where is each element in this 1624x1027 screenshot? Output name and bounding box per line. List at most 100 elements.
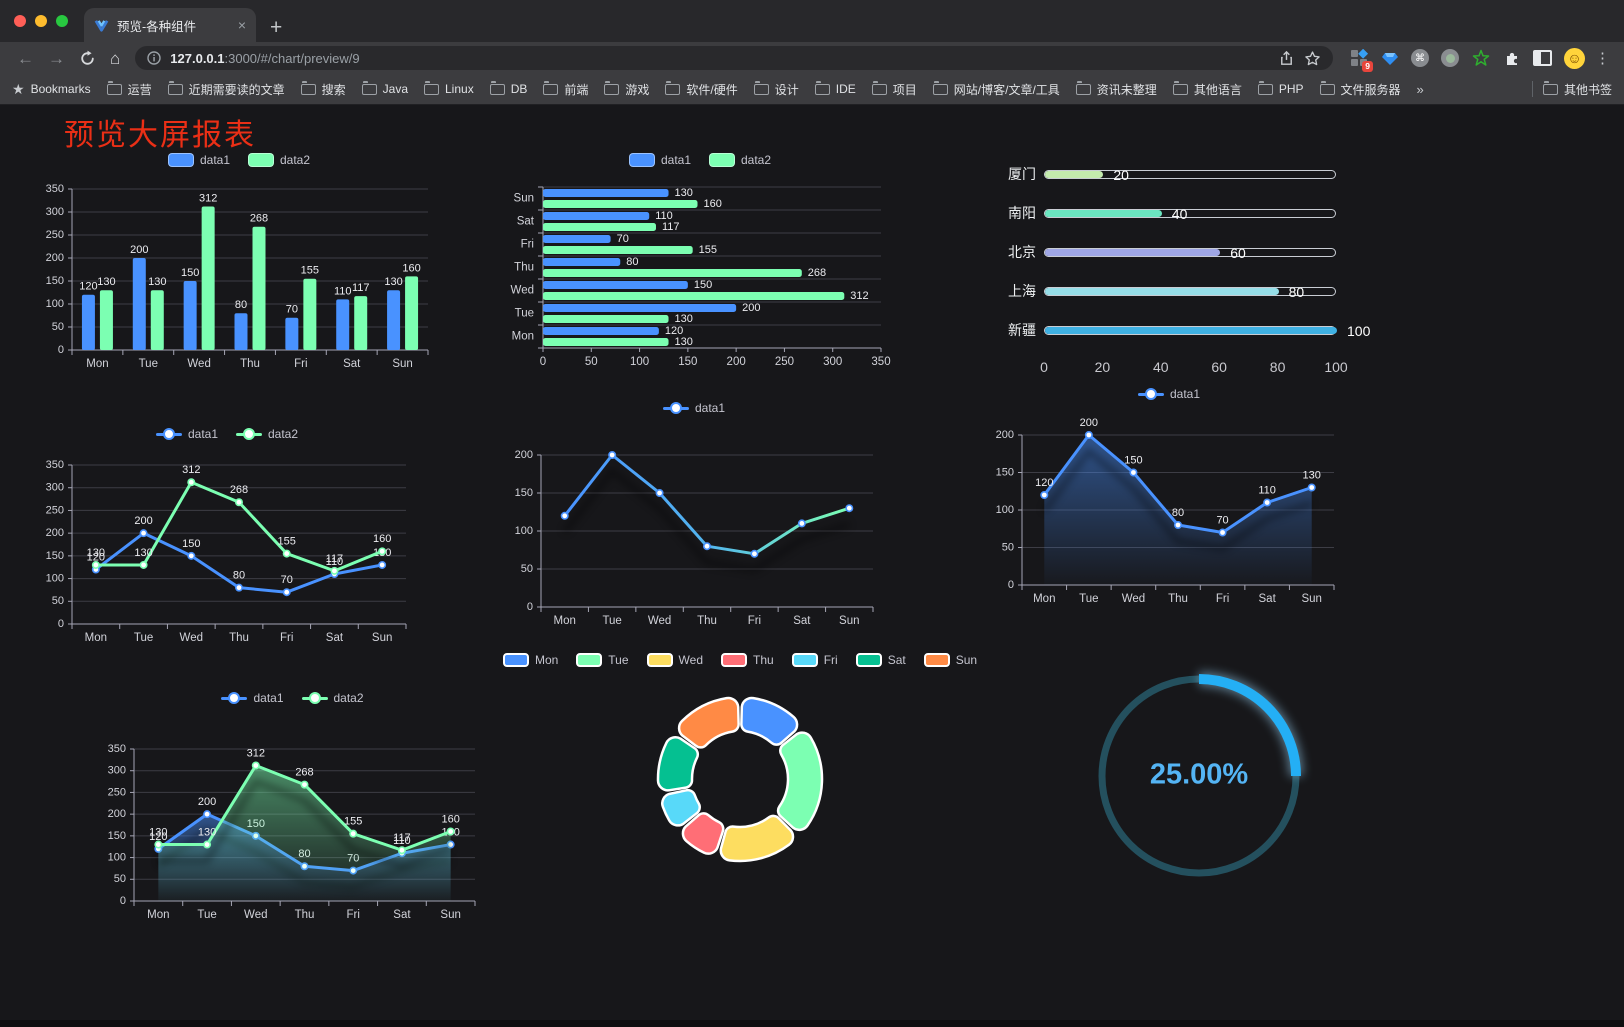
chart-canvas[interactable]: 0 50 100 150 200 250 300 350 Mon Tue Wed Thu Fri Sat S… xyxy=(38,171,440,376)
bookmark-folder[interactable]: 设计 xyxy=(753,80,799,98)
new-tab-button[interactable]: + xyxy=(270,16,283,39)
grouped-bar-chart[interactable]: data1 data2 0 50 100 150 200 250 300 350 Mon Tue Wed… xyxy=(38,149,440,381)
progress-row[interactable]: 南阳 40 xyxy=(992,203,1336,223)
two-series-line-chart[interactable]: data1 data2 0 50 100 150 200 250 300 350 Mon Tue Wed… xyxy=(38,423,416,655)
legend-item[interactable]: Fri xyxy=(791,653,838,667)
maximize-window-button[interactable] xyxy=(56,15,68,27)
share-icon[interactable] xyxy=(1278,50,1295,67)
recorder-extension-icon[interactable] xyxy=(1441,49,1459,67)
puzzle-extensions-icon[interactable] xyxy=(1502,49,1521,68)
bookmark-folder[interactable]: DB xyxy=(489,80,527,96)
legend-item[interactable]: data2 xyxy=(248,153,310,167)
chart-legend[interactable]: data1 data2 xyxy=(38,149,440,171)
gradient-line-chart[interactable]: data1 0 50 100 150 200 Mon Tue Wed Thu Fri Sat Sun xyxy=(505,397,883,634)
browser-menu-icon[interactable]: ⋮ xyxy=(1595,50,1610,67)
green-star-extension-icon[interactable] xyxy=(1471,49,1490,68)
home-icon[interactable]: ⌂ xyxy=(110,48,121,68)
url-bar[interactable]: 127.0.0.1:3000/#/chart/preview/9 xyxy=(135,46,1333,70)
legend-item[interactable]: data1 xyxy=(1137,387,1200,401)
other-bookmarks[interactable]: 其他书签 xyxy=(1542,80,1612,98)
tab-close-icon[interactable]: × xyxy=(237,17,246,33)
legend-item[interactable]: Sun xyxy=(923,653,977,667)
two-series-area-chart[interactable]: data1 data2 0 50 100 150 200 250 300 350 Mon Tue Wed… xyxy=(100,679,485,934)
bookmark-folder[interactable]: 网站/博客/文章/工具 xyxy=(932,80,1060,98)
horizontal-bar-chart[interactable]: data1 data2 0 50 100 150 200 250 300 350 Mon Tue Wed… xyxy=(505,149,895,381)
bookmark-folder[interactable]: 游戏 xyxy=(604,80,649,98)
legend-item[interactable]: data1 xyxy=(221,691,284,705)
minimize-window-button[interactable] xyxy=(35,15,47,27)
legend-item[interactable]: data1 xyxy=(628,153,691,167)
chart-canvas[interactable]: 0 50 100 150 200 250 300 350 Mon Tue Wed Thu Fri Sat S… xyxy=(100,709,485,929)
svg-text:Tue: Tue xyxy=(139,358,158,370)
bookmark-folder[interactable]: 近期需要读的文章 xyxy=(167,80,285,98)
bookmarks-overflow-chevron[interactable]: » xyxy=(1416,81,1424,97)
chart-canvas[interactable] xyxy=(505,671,975,886)
bookmark-folder[interactable]: Linux xyxy=(424,80,474,96)
window-controls[interactable] xyxy=(0,0,84,42)
bookmark-folder[interactable]: 前端 xyxy=(543,80,588,98)
sidebar-toggle-icon[interactable] xyxy=(1533,50,1552,66)
forward-icon[interactable]: → xyxy=(48,48,65,68)
site-info-icon[interactable] xyxy=(147,51,161,65)
legend-item[interactable]: Tue xyxy=(576,653,629,667)
legend-item[interactable]: Mon xyxy=(502,653,558,667)
legend-item[interactable]: data1 xyxy=(662,401,725,415)
folder-icon xyxy=(932,80,948,95)
svg-text:117: 117 xyxy=(662,221,680,233)
bookmark-folder[interactable]: 项目 xyxy=(871,80,917,98)
svg-text:100: 100 xyxy=(46,298,64,310)
gauge-chart[interactable]: 25.00% xyxy=(1079,654,1319,909)
legend-item[interactable]: data2 xyxy=(236,427,298,441)
bookmark-folder[interactable]: 软件/硬件 xyxy=(665,80,738,98)
legend-item[interactable]: Thu xyxy=(721,653,774,667)
chart-legend[interactable]: data1 data2 xyxy=(38,423,416,445)
progress-bar-chart[interactable]: 厦门 20 南阳 40 北京 60 上海 80 新疆 100 0 20 40 60 80 100 xyxy=(992,149,1370,389)
chart-canvas[interactable]: 0 50 100 150 200 250 300 350 Mon Tue Wed Thu Fri Sat S… xyxy=(38,445,416,650)
command-extension-icon[interactable]: ⌘ xyxy=(1411,49,1429,67)
chart-canvas[interactable]: 0 50 100 150 200 Mon Tue Wed Thu Fri Sat Sun xyxy=(505,419,883,629)
legend-item[interactable]: data2 xyxy=(301,691,364,705)
legend-item[interactable]: Sat xyxy=(855,653,906,667)
progress-row[interactable]: 北京 60 xyxy=(992,242,1336,262)
progress-row[interactable]: 新疆 100 xyxy=(992,320,1370,340)
bookmark-folder[interactable]: 其他语言 xyxy=(1172,80,1242,98)
close-window-button[interactable] xyxy=(14,15,26,27)
svg-text:Thu: Thu xyxy=(295,909,315,921)
bookmark-folder[interactable]: 文件服务器 xyxy=(1319,80,1401,98)
blue-area-line-chart[interactable]: data1 0 50 100 150 200 Mon Tue Wed Thu Fri Sat Sun 12… xyxy=(988,383,1350,620)
bookmark-folder[interactable]: 搜索 xyxy=(300,80,346,98)
svg-text:0: 0 xyxy=(527,601,533,613)
bookmark-folder[interactable]: Java xyxy=(361,80,408,96)
svg-text:150: 150 xyxy=(46,275,64,287)
progress-row[interactable]: 厦门 20 xyxy=(992,164,1336,184)
chart-canvas[interactable]: 0 50 100 150 200 250 300 350 Mon Tue Wed Thu Fri Sat S… xyxy=(505,171,895,376)
chart-legend[interactable]: Mon Tue Wed Thu Fri Sat Sun xyxy=(502,649,977,671)
back-icon[interactable]: ← xyxy=(17,48,34,68)
chart-canvas[interactable]: 25.00% xyxy=(1079,654,1319,904)
profile-avatar[interactable]: ☺ xyxy=(1564,47,1585,69)
svg-text:Wed: Wed xyxy=(180,632,203,644)
tiles-extension-icon[interactable]: 9 xyxy=(1349,49,1373,72)
legend-item[interactable]: data1 xyxy=(167,153,230,167)
gem-extension-icon[interactable] xyxy=(1380,49,1399,68)
bookmark-folder[interactable]: IDE xyxy=(814,80,856,96)
legend-item[interactable]: data2 xyxy=(709,153,771,167)
bookmark-star-icon[interactable] xyxy=(1304,50,1321,67)
chart-legend[interactable]: data1 data2 xyxy=(100,687,485,709)
url-text[interactable]: 127.0.0.1:3000/#/chart/preview/9 xyxy=(170,51,359,66)
legend-item[interactable]: Wed xyxy=(646,653,703,667)
chart-legend[interactable]: data1 xyxy=(988,383,1350,405)
bookmark-folder[interactable]: 资讯未整理 xyxy=(1075,80,1157,98)
chart-legend[interactable]: data1 data2 xyxy=(505,149,895,171)
chart-canvas[interactable]: 0 50 100 150 200 Mon Tue Wed Thu Fri Sat Sun 120 200 1… xyxy=(988,405,1350,615)
bookmarks-manager[interactable]: ★ Bookmarks xyxy=(12,81,91,98)
bookmark-folder[interactable]: 运营 xyxy=(106,80,152,98)
donut-chart[interactable]: Mon Tue Wed Thu Fri Sat Sun xyxy=(502,643,977,891)
reload-icon[interactable] xyxy=(79,50,96,67)
svg-text:350: 350 xyxy=(871,356,890,368)
browser-tab[interactable]: 预览-各种组件 × xyxy=(84,8,256,42)
progress-row[interactable]: 上海 80 xyxy=(992,281,1336,301)
legend-item[interactable]: data1 xyxy=(155,427,218,441)
bookmark-folder[interactable]: PHP xyxy=(1257,80,1304,96)
chart-legend[interactable]: data1 xyxy=(505,397,883,419)
